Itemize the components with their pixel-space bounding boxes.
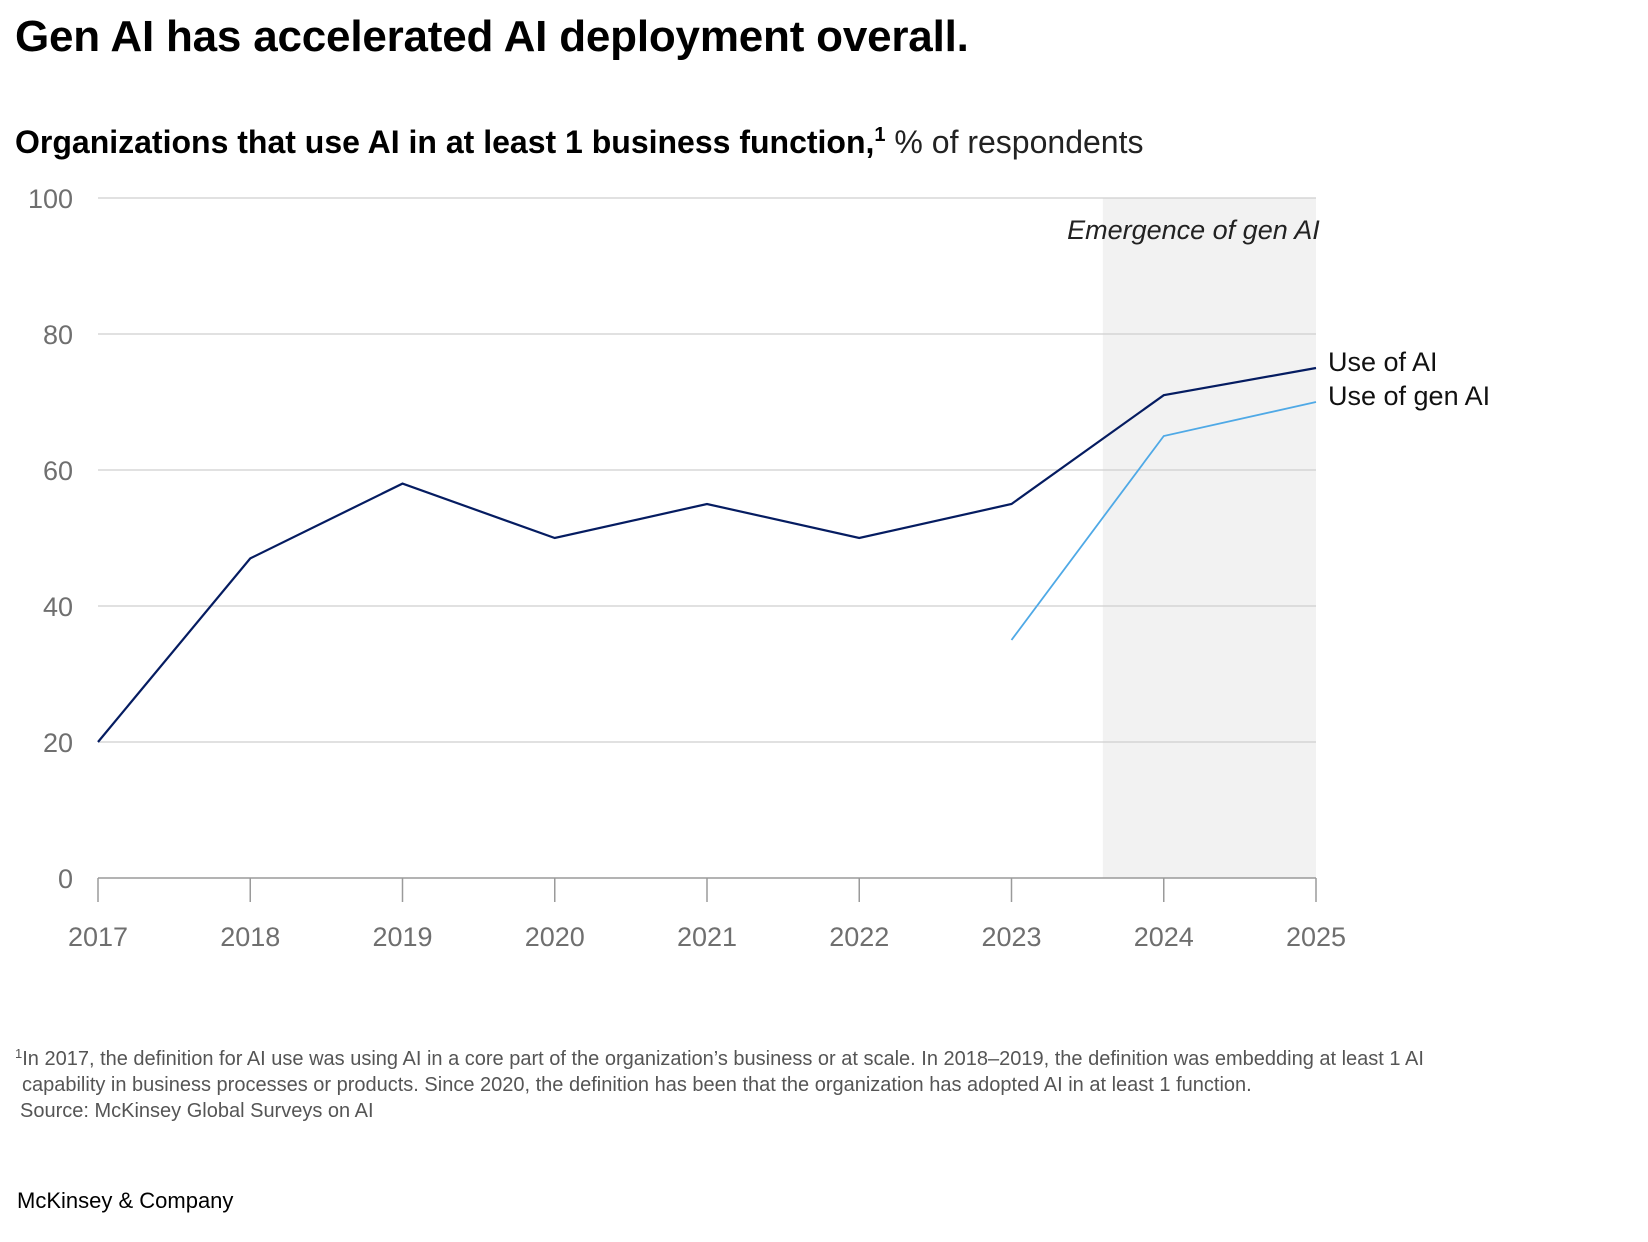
- subtitle-footnote-mark: 1: [874, 124, 886, 146]
- line-chart: 0 20 40 60 80 100 2017 2018 2019 2020 2021 2022 2023…: [28, 184, 1490, 952]
- x-tick-label-2021: 2021: [677, 922, 737, 952]
- y-tick-label-40: 40: [43, 592, 73, 622]
- footnote-mark: 1: [15, 1046, 23, 1061]
- subtitle-unit: % of respondents: [894, 124, 1144, 160]
- x-tick-label-2020: 2020: [525, 922, 585, 952]
- footnote: 1In 2017, the definition for AI use was …: [15, 1046, 1615, 1124]
- x-tick-label-2025: 2025: [1286, 922, 1346, 952]
- footnote-line-2: capability in business processes or prod…: [22, 1074, 1252, 1096]
- chart-title: Gen AI has accelerated AI deployment ove…: [15, 12, 969, 61]
- source-note: Source: McKinsey Global Surveys on AI: [20, 1100, 374, 1122]
- y-tick-label-60: 60: [43, 456, 73, 486]
- gen-ai-shaded-region: [1102, 198, 1316, 878]
- y-tick-label-20: 20: [43, 728, 73, 758]
- series-label-use-of-ai: Use of AI: [1328, 347, 1438, 377]
- chart-subtitle: Organizations that use AI in at least 1 …: [15, 124, 1143, 161]
- subtitle-main: Organizations that use AI in at least 1 …: [15, 124, 875, 160]
- footnote-line-1: 1In 2017, the definition for AI use was …: [15, 1046, 1424, 1070]
- x-tick-label-2022: 2022: [829, 922, 889, 952]
- x-tick-label-2019: 2019: [372, 922, 432, 952]
- y-tick-label-0: 0: [58, 864, 73, 894]
- x-tick-label-2024: 2024: [1134, 922, 1194, 952]
- x-tick-label-2018: 2018: [220, 922, 280, 952]
- x-tick-label-2023: 2023: [981, 922, 1041, 952]
- y-tick-label-80: 80: [43, 320, 73, 350]
- y-tick-label-100: 100: [28, 184, 73, 214]
- series-label-use-of-gen-ai: Use of gen AI: [1328, 381, 1490, 411]
- shaded-region-label: Emergence of gen AI: [1067, 215, 1320, 245]
- brand-name: McKinsey & Company: [17, 1188, 234, 1213]
- x-tick-label-2017: 2017: [68, 922, 128, 952]
